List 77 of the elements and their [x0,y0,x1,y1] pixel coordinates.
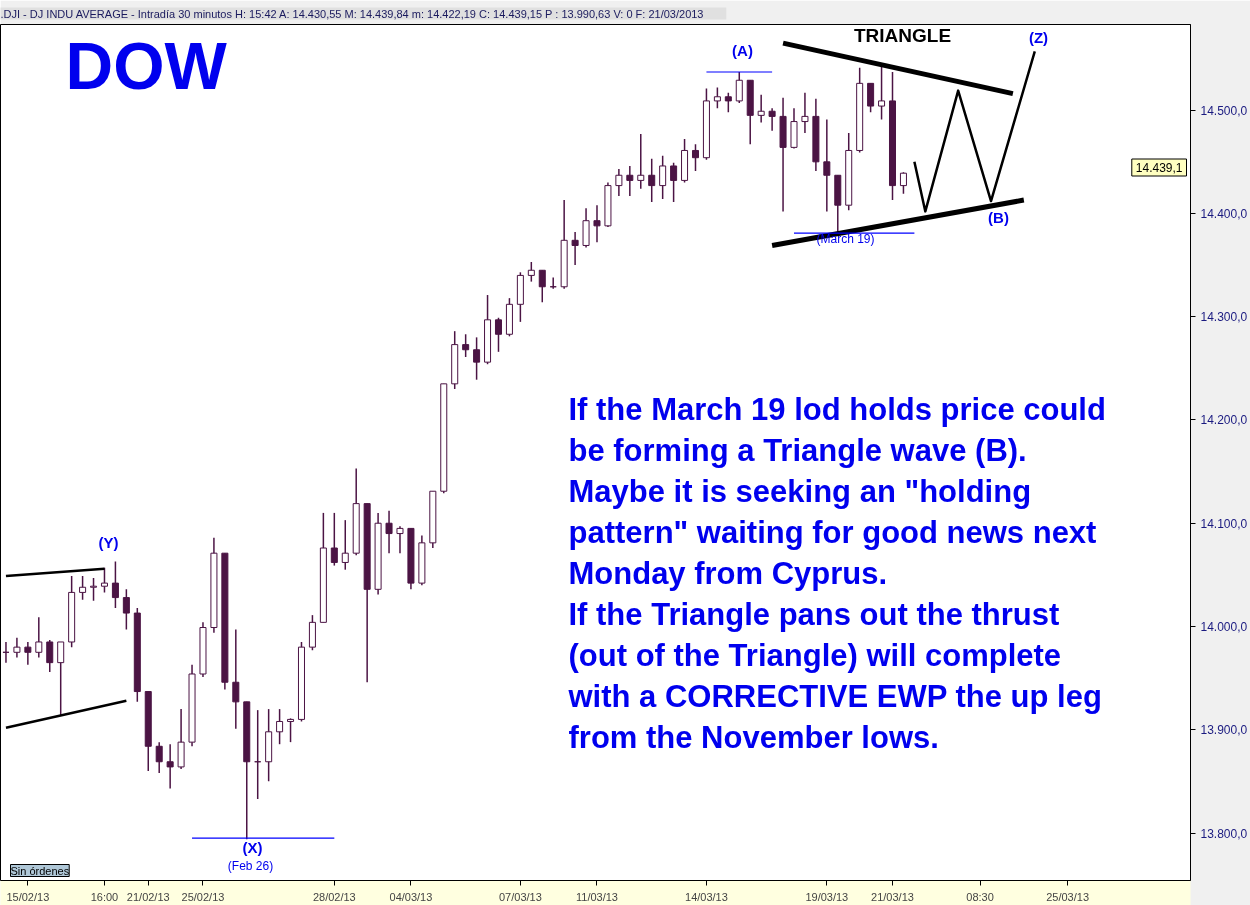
x-tick-label: 15/02/13 [6,890,50,903]
y-tick-label: 14.000,0 [1200,619,1248,634]
candlestick [24,641,32,666]
candlestick [691,143,700,172]
chart-title: .DJI - DJ INDU AVERAGE - Intradía 30 minutos H: 15:42 A: 14.430,55 M: 14.439,84 m: 14.422,19 C: 14.439,15 P : 13.990,63 V: 0 F: 21/03/2013 [0,7,704,20]
candlestick [35,616,43,659]
x-tick-label: 11/03/13 [575,890,619,903]
candlestick [538,269,546,304]
annotation: (X) [242,839,263,856]
x-tick-label: 08:30 [966,890,994,903]
candlestick [593,204,601,244]
x-tick-label: 25/02/13 [181,890,225,903]
candlestick [462,333,470,358]
annotation: (March 19) [816,231,875,246]
candlestick [111,560,119,609]
x-tick-label: 21/03/13 [871,890,914,903]
y-tick-label: 14.500,0 [1200,103,1248,118]
x-tick-label: 19/03/13 [805,890,849,903]
candlestick [735,71,743,104]
y-tick-label: 13.900,0 [1200,723,1248,738]
annotation: (Z) [1028,29,1049,46]
candlestick [287,717,295,743]
y-tick-label: 14.200,0 [1200,413,1248,428]
candlestick [768,107,776,132]
candlestick [615,168,623,197]
x-tick-label: 25/03/13 [1046,890,1090,903]
candlestick [341,519,349,571]
candlestick [330,512,338,567]
y-tick-label: 14.300,0 [1200,310,1248,325]
candlestick [757,93,765,124]
candlestick [648,157,656,203]
candlestick [473,336,481,381]
candlestick [724,91,732,114]
x-tick-label: 14/03/13 [685,890,728,903]
candlestick [637,133,645,190]
candlestick [670,162,678,203]
candlestick [57,641,65,717]
annotation: (Y) [98,534,119,551]
candlestick [713,86,721,109]
x-tick-label: 07/03/13 [498,890,542,903]
y-tick-label: 14.100,0 [1200,516,1248,531]
candlestick [867,82,875,114]
candlestick [100,566,108,594]
y-tick-label: 14.400,0 [1200,206,1248,221]
annotation: (B) [988,209,1009,226]
candlestick [232,628,240,730]
candlestick [659,154,667,200]
text: If the March 19 lod holds price could be forming a Triangle wave (B). Maybe it is seeking an "holding pattern" waiting for good news next Monday from Cyprus. If the Triangle pans out the thrust (out of the Triangle) will complete with a CORRECTIVE EWP the up leg from the November lows. [568,392,1106,755]
candlestick [385,510,393,554]
candlestick [46,639,54,673]
x-tick-label: 28/02/13 [312,890,356,903]
annotation: (Feb 26) [227,858,274,873]
chart-subtitle: DOW [65,28,228,103]
candlestick [878,65,886,121]
candlestick [122,588,130,631]
candlestick [527,261,535,283]
candlestick [90,577,98,602]
annotation: TRIANGLE [853,25,952,46]
candlestick [155,741,163,774]
candlestick [801,91,809,134]
candlestick [396,525,404,554]
annotation: 14.439,1 [1135,161,1183,175]
candlestick [494,317,502,353]
candlestick [79,575,87,601]
candlestick [823,118,831,213]
candlestick [276,708,284,745]
x-tick-label: 21/02/13 [126,890,170,903]
annotation: (A) [732,42,753,59]
x-tick-label: 16:00 [90,890,119,903]
y-tick-label: 13.800,0 [1200,826,1248,841]
candlestick [13,637,21,659]
candlestick [166,743,174,790]
candlestick [626,165,634,197]
x-tick-label: 04/03/13 [389,890,433,903]
annotation: Sin órdenes [10,864,70,877]
candlestick [571,231,579,266]
candlestick [899,171,907,195]
